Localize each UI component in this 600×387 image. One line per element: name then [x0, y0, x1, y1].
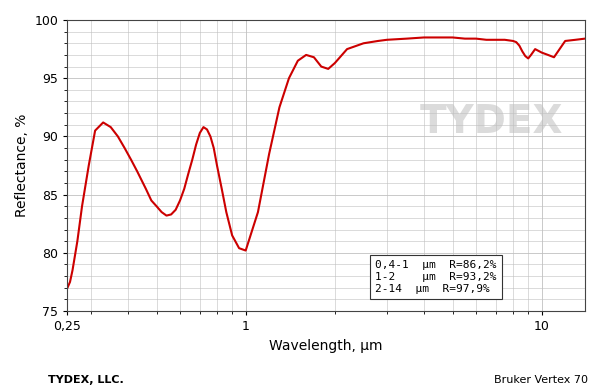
Text: Bruker Vertex 70: Bruker Vertex 70: [494, 375, 588, 385]
X-axis label: Wavelength, μm: Wavelength, μm: [269, 339, 383, 353]
Y-axis label: Reflectance, %: Reflectance, %: [15, 114, 29, 217]
Text: TYDEX, LLC.: TYDEX, LLC.: [48, 375, 124, 385]
Text: 0,4-1  μm  R=86,2%
1-2    μm  R=93,2%
2-14  μm  R=97,9%: 0,4-1 μm R=86,2% 1-2 μm R=93,2% 2-14 μm …: [376, 260, 497, 294]
Text: TYDEX: TYDEX: [420, 103, 563, 141]
